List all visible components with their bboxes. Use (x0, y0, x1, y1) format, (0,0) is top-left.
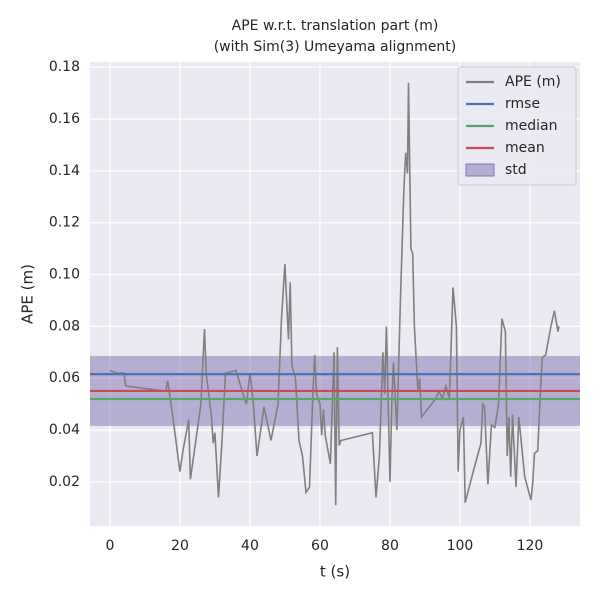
x-tick-label: 40 (241, 538, 259, 554)
x-tick-label: 60 (311, 538, 329, 554)
x-tick-label: 20 (171, 538, 189, 554)
legend-swatch (465, 163, 495, 177)
x-tick-label: 80 (381, 538, 399, 554)
y-axis-label: APE (m) (19, 264, 37, 324)
y-tick-label: 0.08 (49, 318, 80, 334)
legend-label: std (505, 162, 527, 178)
legend-label: APE (m) (505, 74, 561, 90)
y-tick-label: 0.04 (49, 422, 80, 438)
y-tick-label: 0.12 (49, 215, 80, 231)
legend-label: median (505, 118, 557, 134)
x-tick-label: 100 (447, 538, 474, 554)
y-tick-label: 0.06 (49, 370, 80, 386)
x-axis-label: t (s) (320, 563, 350, 581)
legend-label: mean (505, 140, 545, 156)
x-tick-label: 0 (105, 538, 114, 554)
y-tick-label: 0.16 (49, 111, 80, 127)
chart-subtitle: (with Sim(3) Umeyama alignment) (214, 39, 457, 55)
x-tick-label: 120 (517, 538, 544, 554)
chart-title: APE w.r.t. translation part (m) (232, 18, 439, 34)
y-tick-label: 0.14 (49, 163, 80, 179)
y-tick-label: 0.10 (49, 267, 80, 283)
y-tick-label: 0.02 (49, 474, 80, 490)
legend-box (457, 66, 577, 186)
y-tick-label: 0.18 (49, 59, 80, 75)
legend-label: rmse (505, 96, 540, 112)
